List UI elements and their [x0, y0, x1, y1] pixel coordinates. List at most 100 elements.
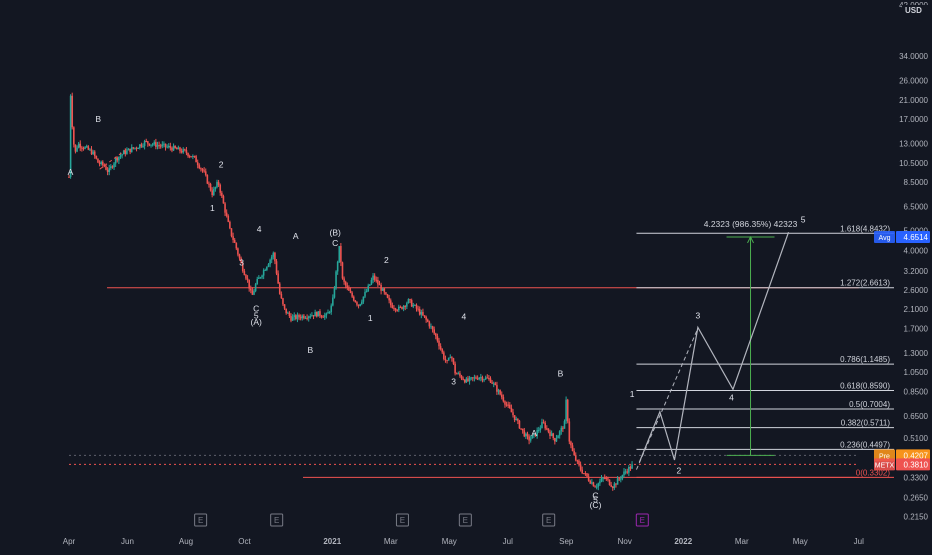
candle-body: [404, 305, 407, 307]
price-tick-label: 34.0000: [899, 52, 928, 61]
candle-body: [217, 181, 220, 185]
candle-body: [568, 421, 571, 442]
fib-level-label: 0.382(0.5711): [841, 419, 891, 428]
candle-body: [591, 482, 593, 484]
candle-body: [256, 278, 259, 285]
candle-body: [518, 420, 521, 429]
candle-body: [455, 373, 458, 375]
candle-body: [304, 317, 307, 319]
price-axis: 42.0000USD0.21500.26500.33000.41000.5100…: [899, 1, 928, 521]
candle-body: [190, 156, 193, 158]
candle-body: [425, 316, 427, 320]
price-tick-label: 8.5000: [904, 178, 929, 187]
candle-body: [214, 187, 217, 190]
candle-body: [510, 408, 513, 413]
candle-body: [332, 297, 334, 306]
earnings-marker-label: E: [400, 516, 405, 525]
time-tick-label: Apr: [63, 537, 76, 546]
candle-body: [161, 144, 164, 147]
time-tick-label: Oct: [238, 537, 251, 546]
candle-body: [356, 302, 358, 305]
candle-body: [539, 428, 542, 431]
candle-body: [397, 306, 400, 311]
earnings-marker[interactable]: [635, 513, 649, 527]
earnings-marker[interactable]: [194, 513, 208, 527]
candle-body: [266, 266, 268, 270]
candle-body: [426, 319, 429, 322]
candle-body: [216, 181, 218, 188]
candle-body: [301, 315, 304, 319]
candle-body: [496, 385, 498, 392]
time-tick-label: Jun: [121, 537, 134, 546]
candle-body: [311, 315, 313, 317]
candle-body: [481, 377, 484, 381]
wave-label: A: [531, 428, 537, 438]
price-tick-label: 21.0000: [899, 96, 928, 105]
candle-body: [586, 473, 588, 477]
candle-body: [130, 147, 133, 153]
candle-body: [338, 245, 341, 262]
earnings-marker[interactable]: [395, 513, 409, 527]
wave-label: 2: [219, 159, 224, 169]
wave-projection-line[interactable]: [638, 232, 790, 463]
price-tag[interactable]: [896, 449, 930, 462]
candle-body: [579, 464, 582, 470]
earnings-marker-label: E: [546, 516, 551, 525]
candle-body: [422, 311, 424, 316]
candle-body: [283, 304, 286, 309]
candle-body: [340, 245, 342, 263]
candle-body: [483, 379, 485, 381]
candle-body: [155, 142, 157, 147]
candle-body: [240, 258, 242, 264]
candle-body: [156, 145, 159, 147]
candle-body: [293, 315, 296, 317]
candle-body: [478, 377, 481, 380]
candle-body: [560, 427, 563, 432]
earnings-marker[interactable]: [458, 513, 472, 527]
fib-level-label: 0(0.3302): [856, 468, 891, 477]
candle-body: [137, 147, 139, 149]
candle-body: [81, 147, 83, 149]
price-tag[interactable]: [896, 230, 930, 243]
candle-body: [246, 278, 249, 280]
candle-body: [97, 158, 99, 163]
wave-label: 3: [696, 310, 701, 320]
candle-body: [428, 321, 431, 327]
candle-body: [369, 284, 371, 286]
candle-body: [323, 315, 326, 318]
candle-body: [505, 404, 508, 406]
candle-body: [278, 283, 281, 294]
candle-body: [443, 352, 445, 359]
candle-body: [365, 291, 368, 293]
price-tag-sub-label: METX: [875, 462, 895, 469]
candle-body: [206, 174, 209, 184]
candle-body: [594, 486, 596, 488]
candle-body: [492, 383, 495, 385]
candle-body: [536, 430, 538, 437]
candle-body: [402, 305, 405, 309]
candle-body: [566, 399, 569, 422]
candle-body: [110, 166, 112, 169]
earnings-marker-label: E: [640, 516, 645, 525]
candle-body: [557, 435, 559, 439]
candle-body: [565, 399, 567, 422]
candle-body: [166, 146, 168, 148]
candle-body: [233, 239, 236, 243]
price-tag[interactable]: [896, 458, 930, 471]
candle-body: [177, 147, 180, 150]
candle-body: [285, 308, 287, 314]
wave-label: 4: [257, 224, 262, 234]
candle-body: [341, 262, 344, 279]
earnings-marker[interactable]: [542, 513, 556, 527]
candle-body: [306, 317, 308, 319]
wave-projection-dashed[interactable]: [635, 328, 699, 470]
candle-body: [325, 313, 328, 316]
earnings-marker[interactable]: [270, 513, 284, 527]
candle-body: [388, 297, 390, 301]
candle-body: [261, 275, 263, 278]
candle-body: [198, 165, 201, 169]
candle-body: [134, 147, 136, 149]
candle-body: [103, 164, 106, 167]
